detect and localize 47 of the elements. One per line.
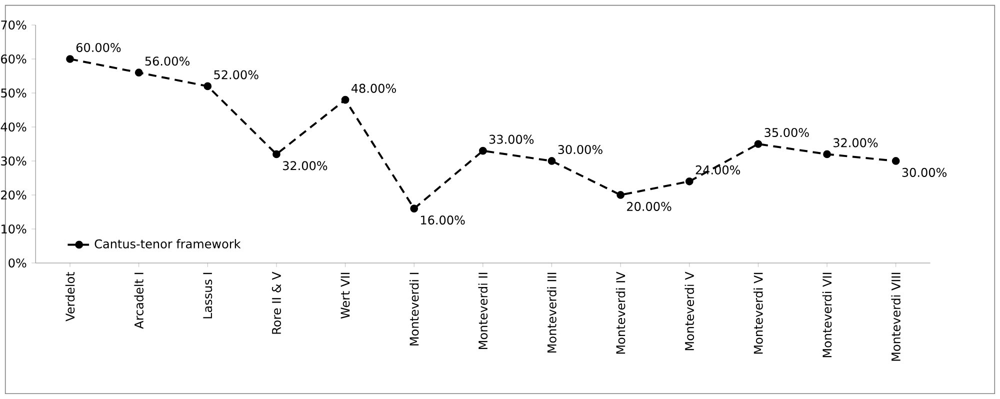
point bbox=[272, 150, 280, 158]
x-tick-label: Monteverdi IV bbox=[616, 272, 626, 354]
data-label: 52.00% bbox=[214, 70, 258, 80]
y-tick-label: 10% bbox=[2, 224, 26, 234]
x-tick-label: Verdelot bbox=[65, 272, 75, 322]
x-tick-label: Lassus I bbox=[203, 272, 212, 318]
point bbox=[204, 82, 212, 90]
x-tick-label: Monteverdi II bbox=[478, 272, 488, 349]
data-label: 32.00% bbox=[834, 138, 878, 148]
data-label: 48.00% bbox=[351, 84, 396, 93]
point bbox=[341, 96, 350, 104]
y-tick-label: 70% bbox=[1, 20, 26, 30]
point bbox=[616, 191, 624, 199]
x-tick-label: Monteverdi VI bbox=[754, 272, 763, 354]
data-label: 32.00% bbox=[282, 161, 328, 170]
point bbox=[548, 157, 556, 165]
data-label: 30.00% bbox=[558, 144, 602, 154]
x-tick-label: Monteverdi VIII bbox=[891, 272, 900, 361]
y-tick-label: 30% bbox=[1, 156, 26, 166]
data-label: 35.00% bbox=[764, 128, 809, 138]
data-label: 56.00% bbox=[145, 56, 190, 66]
data-label: 33.00% bbox=[489, 134, 534, 144]
point bbox=[892, 157, 900, 165]
x-tick-label: Monteverdi III bbox=[547, 272, 556, 353]
x-tick-label: Monteverdi V bbox=[684, 272, 694, 350]
y-tick-label: 50% bbox=[1, 88, 26, 98]
legend-label: Cantus-tenor framework bbox=[94, 239, 241, 248]
point bbox=[478, 146, 487, 155]
x-tick-label: Monteverdi VII bbox=[822, 272, 832, 358]
y-tick-label: 40% bbox=[0, 122, 26, 132]
point bbox=[823, 150, 831, 158]
point bbox=[754, 140, 762, 148]
data-label: 60.00% bbox=[76, 42, 121, 52]
x-tick-label: Arcadelt I bbox=[134, 272, 144, 329]
x-tick-label: Rore II & V bbox=[272, 272, 282, 334]
data-label: 16.00% bbox=[421, 216, 465, 225]
point bbox=[134, 68, 143, 77]
y-tick-label: 0% bbox=[8, 258, 26, 268]
data-label: 30.00% bbox=[902, 168, 947, 177]
point bbox=[410, 204, 418, 213]
x-tick-label: Monteverdi I bbox=[409, 272, 419, 346]
y-tick-label: 20% bbox=[1, 190, 26, 200]
point bbox=[685, 177, 694, 186]
y-tick-label: 60% bbox=[1, 54, 26, 64]
x-tick-label: Wert VII bbox=[340, 272, 350, 319]
data-label: 20.00% bbox=[627, 202, 672, 211]
point bbox=[66, 55, 74, 63]
